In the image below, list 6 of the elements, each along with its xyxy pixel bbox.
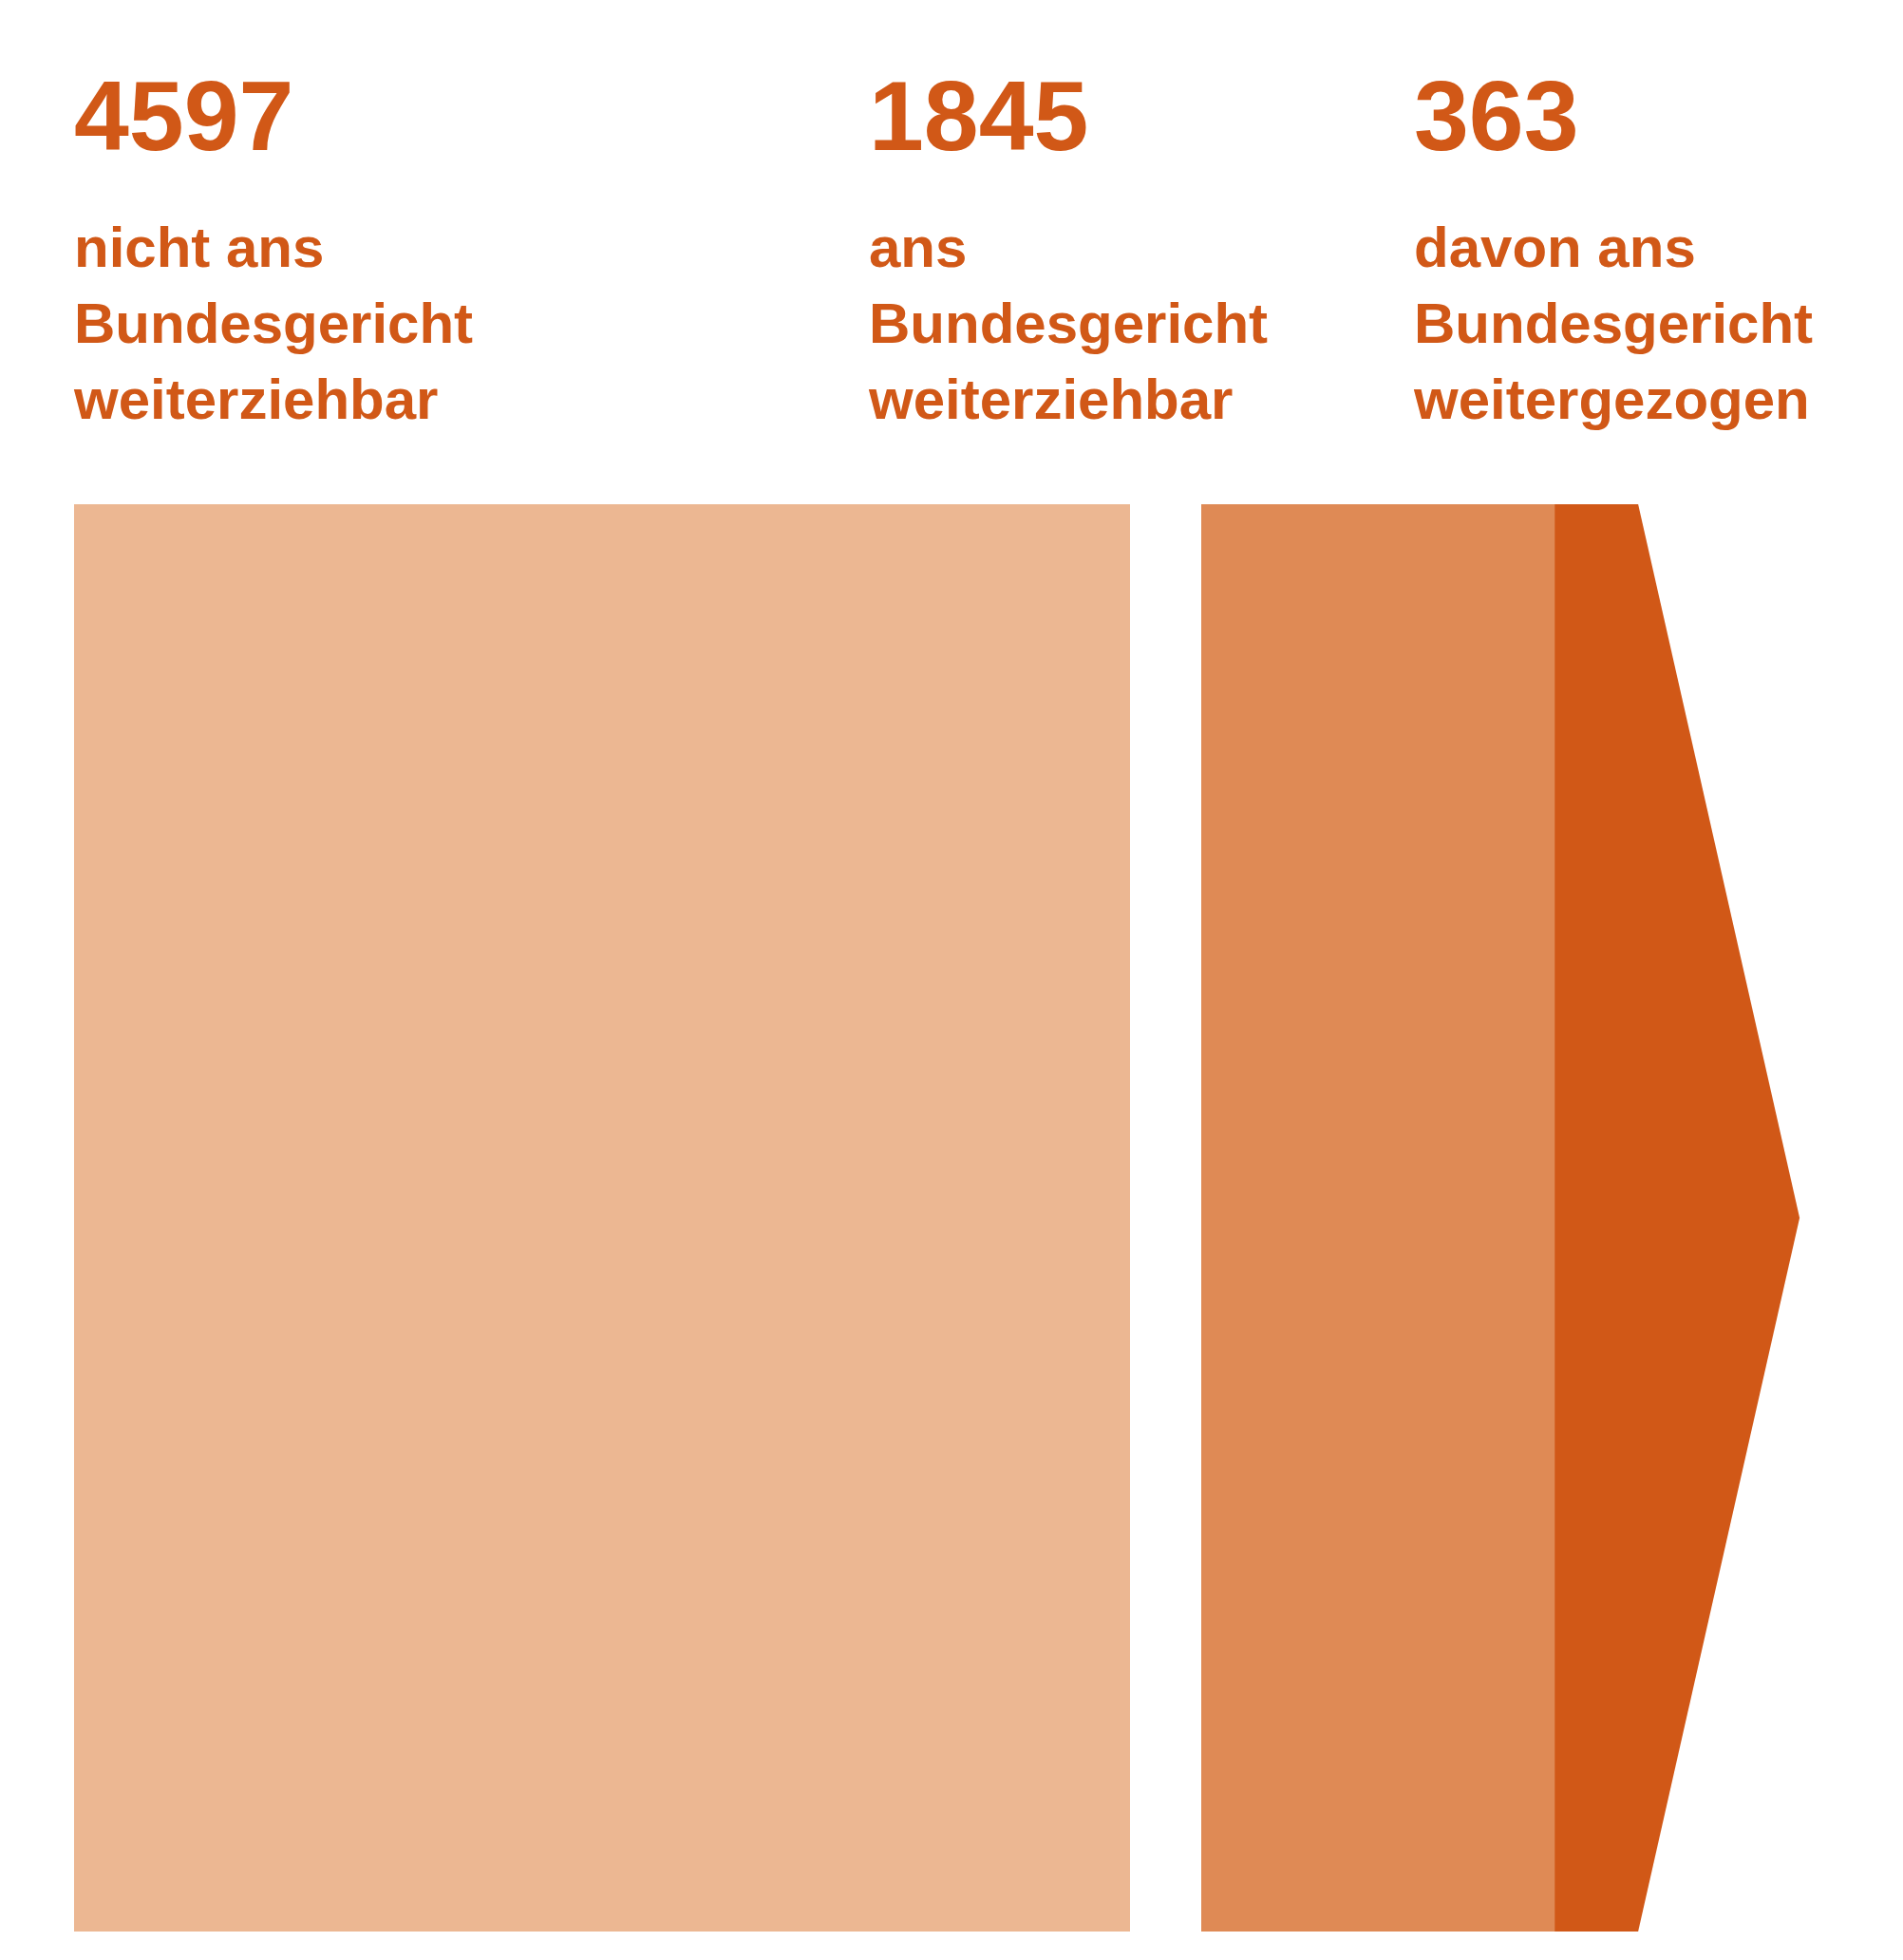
category-label: nicht ans Bundesgericht weiterziehbar (73, 215, 489, 431)
data-label: 1845 (869, 61, 1089, 171)
category-label: ans Bundesgericht weiterziehbar (868, 215, 1284, 431)
data-label: 363 (1414, 61, 1579, 171)
category-label: davon ans Bundesgericht weitergezogen (1413, 215, 1829, 431)
data-label: 4597 (74, 61, 294, 171)
